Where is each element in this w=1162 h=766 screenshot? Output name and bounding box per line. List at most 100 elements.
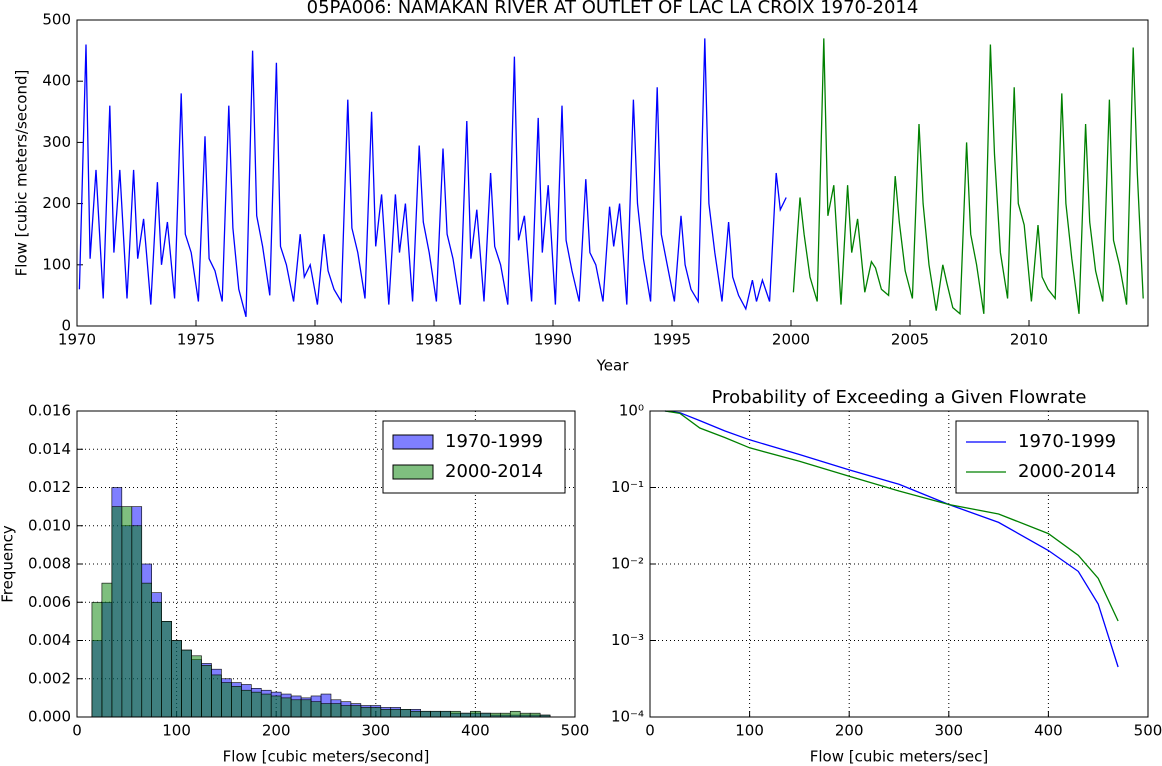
legend-box [382, 420, 566, 494]
y-tick-label: 0.010 [28, 516, 71, 534]
y-tick-label: 500 [42, 11, 71, 29]
histogram-bar [470, 710, 481, 718]
y-tick-label: 10⁰ [619, 402, 644, 420]
histogram-bar [400, 709, 411, 718]
y-tick-label: 0.000 [28, 708, 71, 726]
y-tick-label: 10⁻⁴ [611, 708, 644, 726]
histogram-bar [509, 710, 521, 718]
histogram-bar [519, 712, 531, 718]
x-tick-label: 2005 [891, 331, 929, 349]
histogram-bar [480, 712, 491, 718]
y-tick-label: 0.012 [28, 478, 71, 496]
histogram-bar [171, 640, 182, 718]
x-tick-label: 1990 [534, 331, 572, 349]
histogram-bar [380, 709, 392, 718]
histogram-bar [490, 712, 501, 718]
legend-box [955, 420, 1139, 494]
histogram-bar [121, 506, 133, 718]
chart-title: 05PA006: NAMAKAN RIVER AT OUTLET OF LAC … [307, 0, 919, 18]
x-tick-label: 400 [1034, 722, 1063, 740]
histogram-bar [410, 710, 421, 718]
legend-swatch [392, 434, 434, 450]
plot-area [78, 38, 1144, 317]
x-tick-label: 2000 [772, 331, 810, 349]
histogram-bar [450, 710, 461, 718]
legend-label: 1970-1999 [445, 431, 543, 452]
x-tick-label: 1985 [415, 331, 453, 349]
y-tick-label: 100 [42, 255, 71, 273]
x-axis-label: Flow [cubic meters/sec] [810, 748, 988, 766]
histogram-bar [211, 674, 222, 718]
x-axis-label: Year [596, 357, 630, 375]
histogram-bar [440, 710, 451, 718]
series-line [78, 38, 787, 317]
y-axis-label: Frequency [0, 525, 17, 603]
x-tick-label: 500 [1134, 722, 1162, 740]
histogram-bar [270, 695, 282, 718]
y-tick-label: 0.002 [28, 669, 71, 687]
x-tick-label: 100 [162, 722, 191, 740]
histogram-bar [390, 709, 401, 718]
x-tick-label: 1980 [296, 331, 334, 349]
series-line [664, 410, 1119, 622]
histogram-bar [221, 682, 232, 718]
y-tick-label: 0.004 [28, 631, 71, 649]
histogram-bar [161, 621, 172, 718]
histogram-bar [131, 525, 143, 718]
histogram-bar [251, 691, 262, 718]
x-tick-label: 0 [645, 722, 655, 740]
y-tick-label: 0.014 [28, 440, 71, 458]
histogram-bar [320, 703, 332, 718]
x-tick-label: 400 [461, 722, 490, 740]
histogram-bar [191, 655, 202, 718]
chart-title: Probability of Exceeding a Given Flowrat… [712, 387, 1087, 408]
histogram-bar [91, 601, 103, 718]
series-line [792, 38, 1144, 316]
x-tick-label: 1975 [177, 331, 215, 349]
y-tick-label: 10⁻² [611, 555, 644, 573]
histogram-bar [460, 712, 471, 718]
legend-label: 2000-2014 [445, 461, 543, 482]
histogram-bar [101, 582, 113, 718]
histogram-bar [300, 699, 312, 718]
axes-frame [76, 410, 576, 718]
histogram-bar [151, 601, 162, 718]
axes-frame [76, 19, 1149, 327]
y-tick-label: 10⁻³ [611, 631, 644, 649]
histogram-bar [360, 707, 372, 718]
y-tick-label: 0.006 [28, 593, 71, 611]
x-tick-label: 0 [72, 722, 82, 740]
histogram-bar [181, 649, 192, 718]
y-tick-label: 0 [61, 317, 71, 335]
histogram-bar [280, 697, 292, 718]
y-tick-label: 400 [42, 72, 71, 90]
histogram-bar [499, 712, 511, 718]
x-tick-label: 300 [934, 722, 963, 740]
histogram-bar [260, 693, 272, 718]
y-tick-label: 300 [42, 133, 71, 151]
y-tick-label: 0.016 [28, 402, 71, 420]
x-axis-label: Flow [cubic meters/second] [223, 748, 430, 766]
legend-label: 1970-1999 [1018, 431, 1116, 452]
y-tick-label: 200 [42, 194, 71, 212]
x-tick-label: 200 [262, 722, 291, 740]
histogram-bar [141, 582, 153, 718]
histogram-bar [340, 705, 352, 718]
histogram-bar [529, 712, 541, 718]
y-tick-label: 10⁻¹ [611, 478, 644, 496]
x-tick-label: 1970 [58, 331, 96, 349]
x-tick-label: 200 [835, 722, 864, 740]
plot-area [664, 410, 1119, 668]
histogram-bar [231, 686, 242, 718]
legend-label: 2000-2014 [1018, 461, 1116, 482]
histogram-bar [370, 707, 382, 718]
histogram-bar [420, 710, 431, 718]
x-tick-label: 500 [561, 722, 590, 740]
histogram-bar [241, 689, 252, 718]
x-tick-label: 300 [361, 722, 390, 740]
histogram-bar [290, 699, 302, 718]
histogram-bar [330, 703, 342, 718]
histogram-bar [430, 710, 441, 718]
histogram-bar [350, 705, 362, 718]
